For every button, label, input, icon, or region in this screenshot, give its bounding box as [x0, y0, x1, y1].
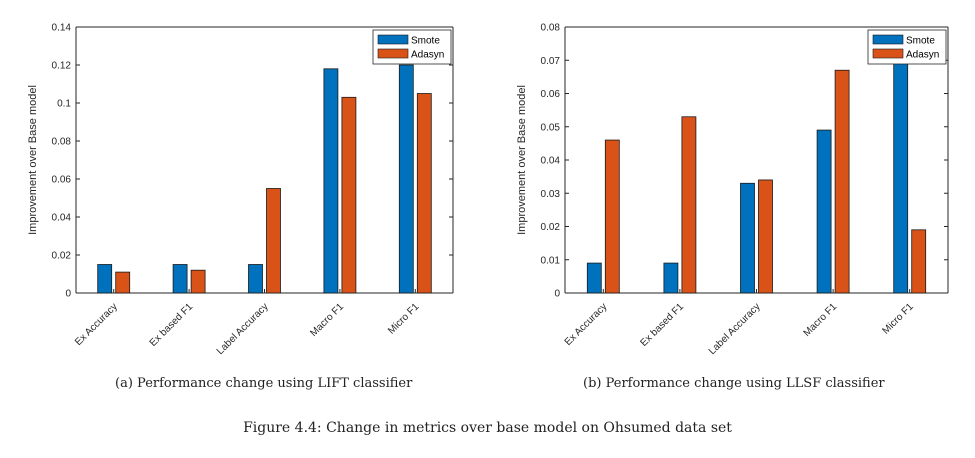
bar-adasyn: [115, 271, 131, 294]
bar-adasyn: [911, 229, 927, 294]
bar-smote: [663, 262, 679, 294]
figure-caption: Figure 4.4: Change in metrics over base …: [243, 420, 732, 436]
y-tick-label: 0: [65, 289, 71, 300]
subcaption-lift: (a) Performance change using LIFT classi…: [115, 376, 413, 391]
bar-adasyn: [266, 188, 281, 294]
y-tick-label: 0.08: [541, 23, 561, 34]
legend-label-smote: Smote: [411, 36, 440, 47]
chart-lift: 0 0.02 0.04 0.06 0.08 0.1 0.12 0.14 Ex Accuracy E…: [27, 23, 454, 357]
x-tick-label: Label Accuracy: [707, 301, 763, 357]
legend-swatch-smote: [377, 34, 409, 45]
x-tick-label: Ex Accuracy: [563, 301, 610, 348]
y-tick-label: 0.02: [541, 222, 561, 233]
bar-smote: [398, 64, 414, 294]
y-tick-label: 0.08: [52, 137, 72, 148]
y-tick-label: 0.12: [52, 61, 72, 72]
subcaption-llsf: (b) Performance change using LLSF classi…: [583, 376, 885, 391]
x-tick-label: Ex based F1: [148, 301, 196, 349]
x-tick-label: Label Accuracy: [215, 301, 271, 357]
y-tick-label: 0.14: [52, 23, 72, 34]
legend-label-smote: Smote: [906, 36, 935, 47]
y-tick-label: 0.04: [541, 156, 561, 167]
y-axis-title: Improvement over Base model: [516, 85, 528, 235]
y-tick-label: 0.03: [541, 189, 561, 200]
x-tick-label: Macro F1: [802, 301, 840, 339]
bar-smote: [97, 264, 113, 294]
bar-smote: [740, 182, 755, 294]
legend-label-adasyn: Adasyn: [906, 50, 939, 61]
legend-swatch-adasyn: [872, 48, 904, 59]
plot-area: [565, 27, 948, 293]
plot-area: [76, 27, 453, 293]
bar-smote: [586, 262, 602, 294]
y-tick-label: 0.01: [541, 255, 561, 266]
chart-llsf: 0 0.01 0.02 0.03 0.04 0.05 0.06 0.07 0.08 Ex Accu…: [516, 23, 949, 357]
legend-swatch-smote: [872, 34, 904, 45]
x-tick-label: Ex based F1: [639, 301, 687, 349]
y-tick-label: 0.04: [52, 213, 72, 224]
legend-label-adasyn: Adasyn: [411, 50, 444, 61]
x-tick-label: Micro F1: [881, 301, 917, 337]
y-tick-label: 0.06: [52, 175, 72, 186]
bar-smote: [323, 68, 339, 294]
y-tick-label: 0.1: [57, 99, 71, 110]
bar-adasyn: [190, 269, 206, 294]
bar-smote: [893, 59, 909, 294]
bar-adasyn: [341, 96, 357, 294]
bar-smote: [248, 264, 263, 294]
bar-smote: [816, 129, 832, 294]
x-tick-label: Ex Accuracy: [73, 301, 120, 348]
x-tick-label: Micro F1: [386, 301, 422, 337]
y-axis-title: Improvement over Base model: [27, 85, 39, 235]
bar-adasyn: [681, 116, 697, 294]
y-tick-label: 0.07: [541, 56, 561, 67]
legend-swatch-adasyn: [377, 48, 409, 59]
y-tick-label: 0.06: [541, 89, 561, 100]
y-tick-label: 0.05: [541, 122, 561, 133]
bar-smote: [172, 264, 188, 294]
y-tick-label: 0: [554, 289, 560, 300]
bar-adasyn: [834, 69, 850, 294]
bar-adasyn: [604, 139, 620, 294]
bar-adasyn: [416, 93, 432, 294]
x-tick-label: Macro F1: [308, 301, 346, 339]
bar-adasyn: [758, 179, 773, 294]
y-tick-label: 0.02: [52, 251, 72, 262]
